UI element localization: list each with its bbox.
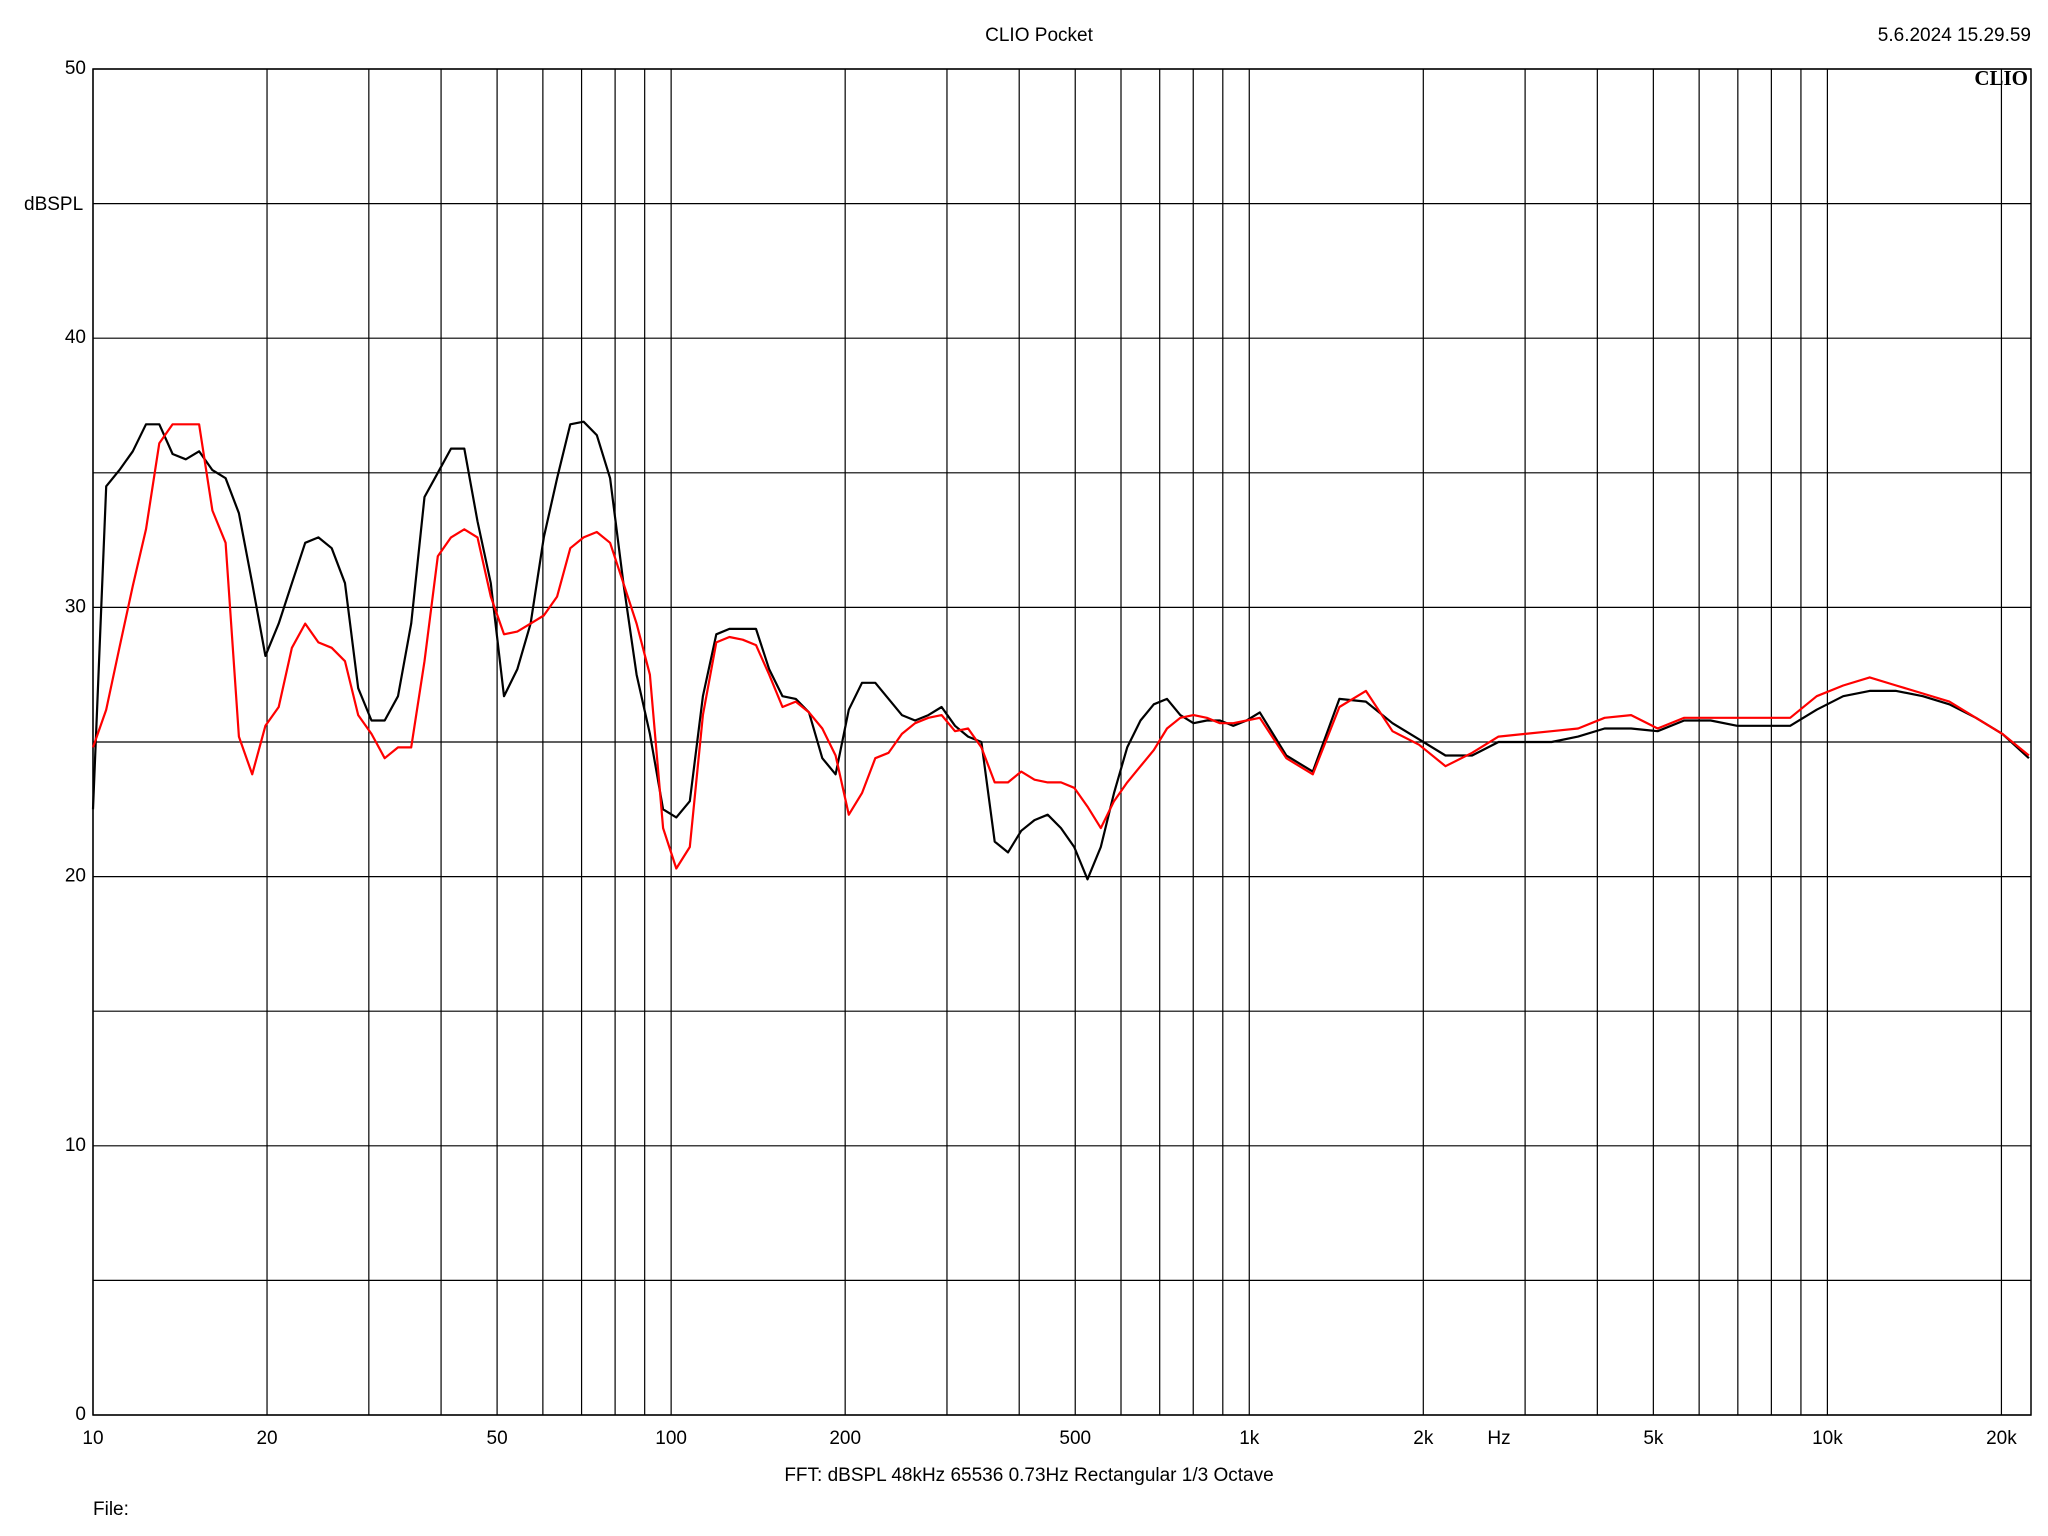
chart-title: CLIO Pocket <box>985 25 1093 46</box>
y-tick-label: 30 <box>65 596 86 617</box>
footer: FFT: dBSPL 48kHz 65536 0.73Hz Rectangula… <box>784 1465 1273 1486</box>
x-tick-label: 5k <box>1643 1428 1664 1449</box>
series-line <box>91 423 2030 870</box>
x-tick-label: 10 <box>82 1428 103 1449</box>
y-tick-label: 10 <box>65 1135 86 1156</box>
series-line <box>91 420 2030 881</box>
x-tick-label: 20 <box>256 1428 277 1449</box>
y-tick-label: 50 <box>65 58 86 79</box>
x-tick-label: 2k <box>1413 1428 1434 1449</box>
x-tick-label: 10k <box>1812 1428 1843 1449</box>
x-axis-label: Hz <box>1487 1428 1510 1449</box>
plot-frame <box>92 68 2032 1416</box>
x-tick-label: 500 <box>1059 1428 1091 1449</box>
timestamp: 5.6.2024 15.29.59 <box>1878 25 2031 46</box>
x-tick-label: 1k <box>1239 1428 1260 1449</box>
file-label: File: <box>93 1499 129 1520</box>
y-tick-label: 0 <box>75 1404 86 1425</box>
y-tick-label: 20 <box>65 866 86 887</box>
y-tick-label: 40 <box>65 327 86 348</box>
x-tick-label: 50 <box>487 1428 508 1449</box>
y-axis-label: dBSPL <box>24 194 83 215</box>
x-tick-label: 100 <box>655 1428 687 1449</box>
x-tick-label: 200 <box>829 1428 861 1449</box>
x-tick-label: 20k <box>1986 1428 2017 1449</box>
